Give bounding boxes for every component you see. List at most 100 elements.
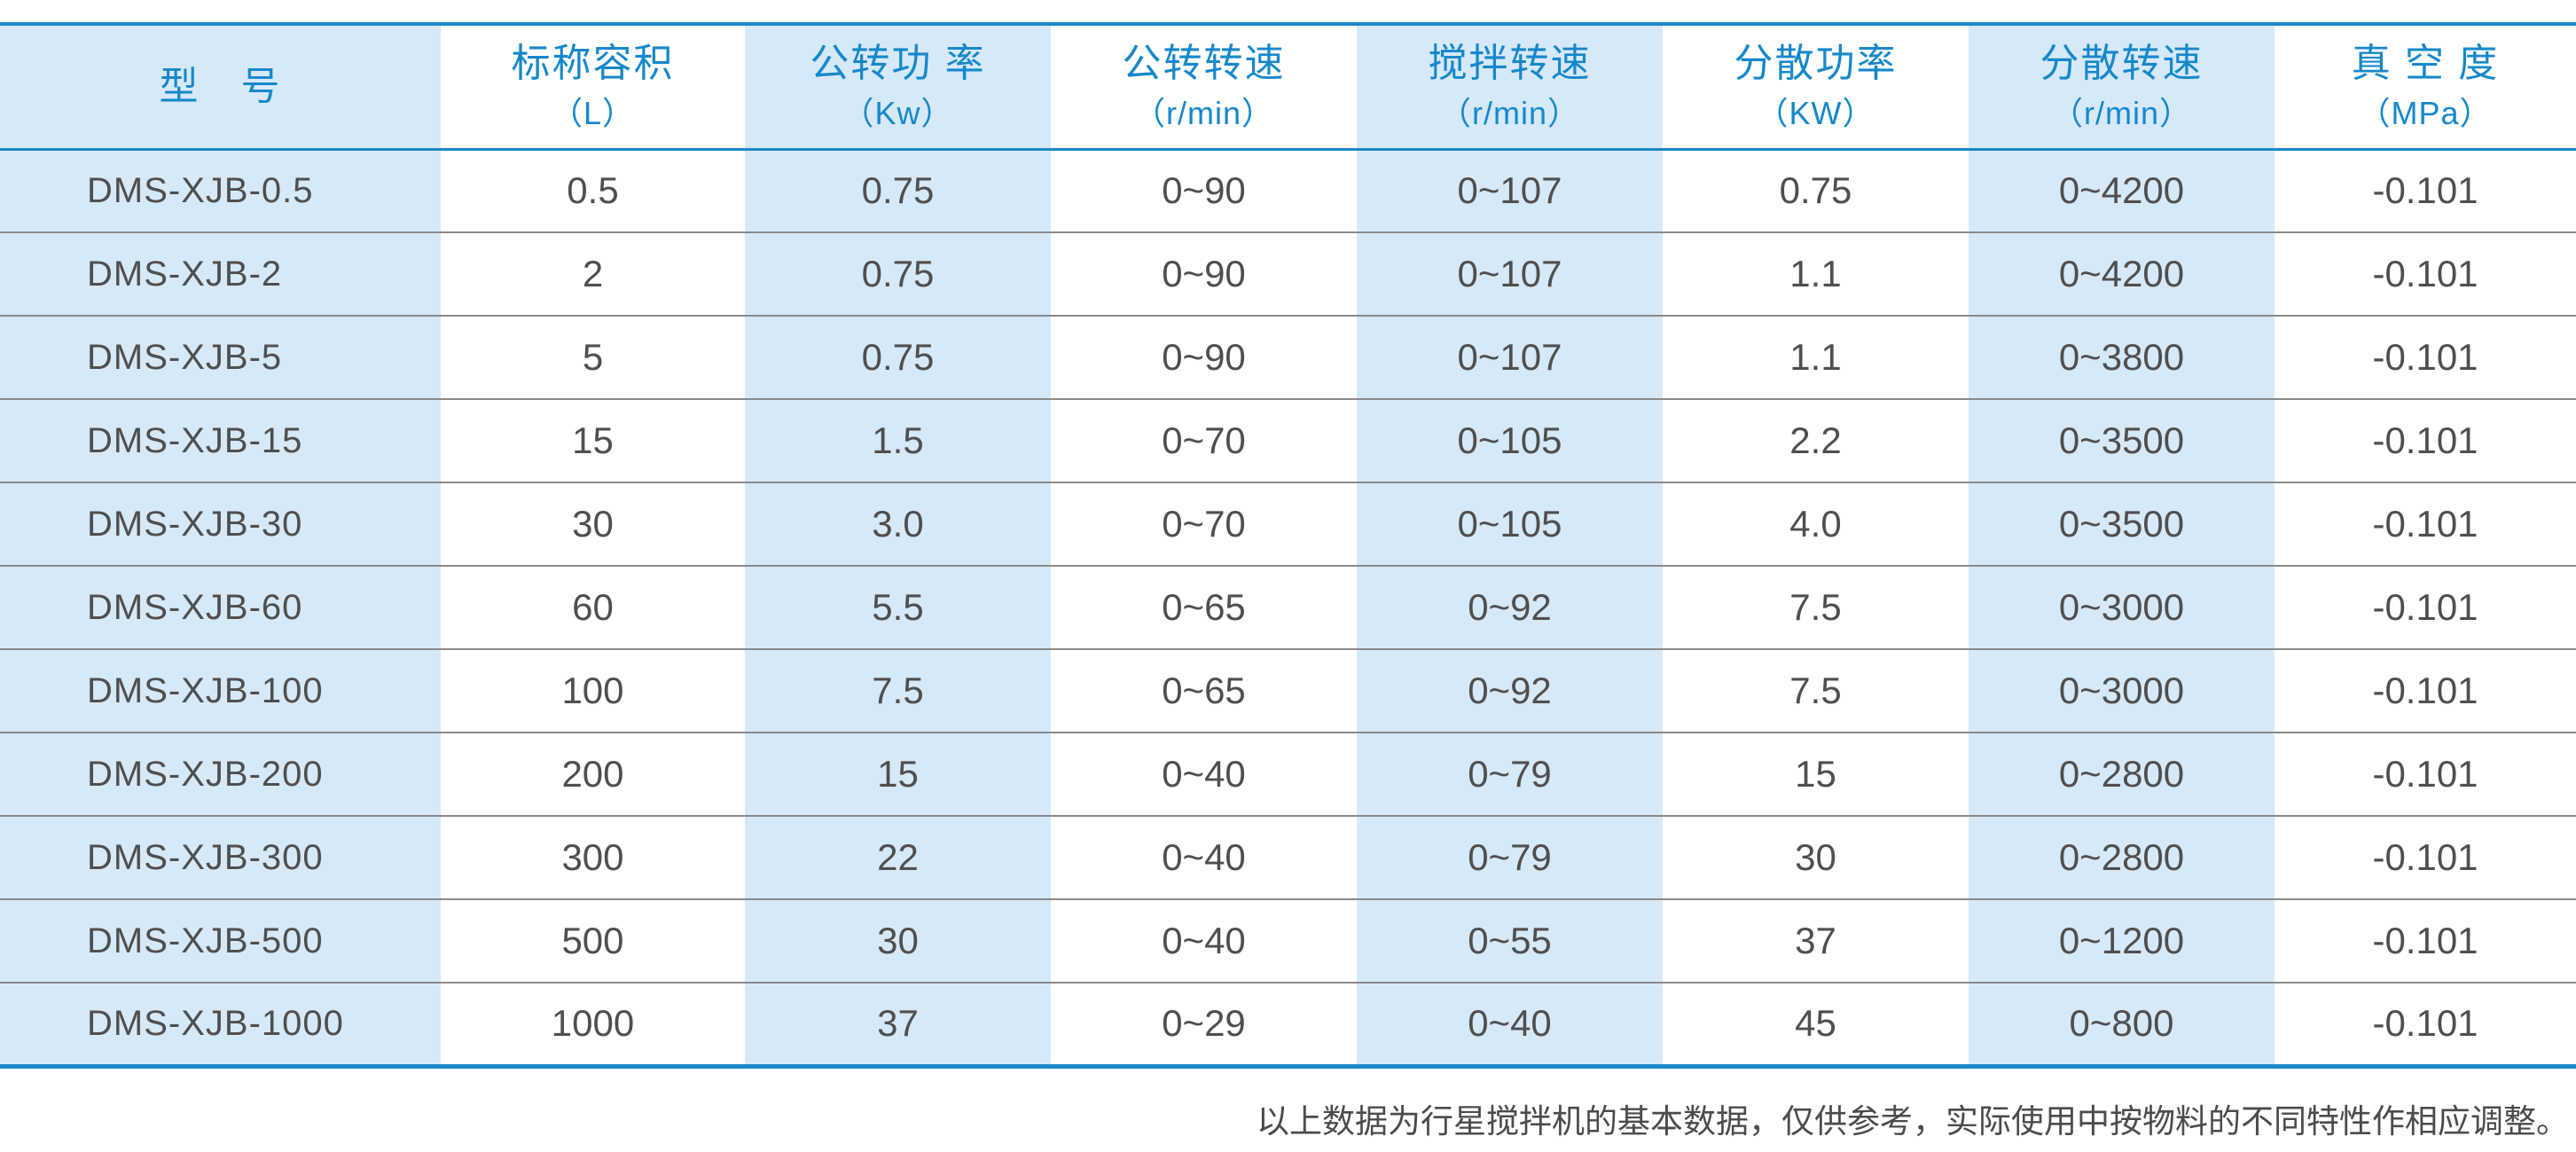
- column-label: 型 号: [159, 64, 282, 108]
- cell-revolution-power: 7.5: [745, 649, 1051, 733]
- cell-revolution-speed: 0~65: [1051, 566, 1357, 649]
- cell-vacuum-degree: -0.101: [2275, 899, 2576, 983]
- column-header-revolution-power: 公转功 率 （Kw）: [745, 24, 1051, 149]
- spec-table: 型 号 标称容积 （L） 公转功 率 （Kw） 公转转速 （r/min） 搅拌转速 （r/min…: [0, 22, 2576, 1069]
- cell-vacuum-degree: -0.101: [2275, 316, 2576, 399]
- cell-model: DMS-XJB-0.5: [0, 149, 441, 232]
- cell-revolution-speed: 0~90: [1051, 316, 1357, 399]
- cell-dispersion-speed: 0~3000: [1969, 566, 2275, 649]
- cell-nominal-volume: 15: [441, 399, 745, 482]
- cell-dispersion-power: 1.1: [1663, 316, 1969, 399]
- cell-revolution-speed: 0~90: [1051, 232, 1357, 316]
- cell-stirring-speed: 0~40: [1357, 983, 1663, 1066]
- column-unit: （MPa）: [2358, 94, 2493, 131]
- cell-dispersion-power: 30: [1663, 816, 1969, 899]
- cell-model: DMS-XJB-5: [0, 316, 441, 399]
- cell-revolution-power: 0.75: [745, 316, 1051, 399]
- cell-vacuum-degree: -0.101: [2275, 983, 2576, 1066]
- cell-stirring-speed: 0~107: [1357, 149, 1663, 232]
- column-label: 真 空 度: [2351, 41, 2500, 85]
- cell-nominal-volume: 500: [441, 899, 745, 983]
- cell-revolution-speed: 0~40: [1051, 816, 1357, 899]
- column-header-vacuum-degree: 真 空 度 （MPa）: [2275, 24, 2576, 149]
- cell-nominal-volume: 200: [441, 733, 745, 816]
- cell-dispersion-speed: 0~2800: [1969, 816, 2275, 899]
- column-header-nominal-volume: 标称容积 （L）: [441, 24, 745, 149]
- column-label: 搅拌转速: [1428, 41, 1592, 85]
- table-row: DMS-XJB-15 15 1.5 0~70 0~105 2.2 0~3500 -0.101: [0, 399, 2576, 482]
- cell-revolution-power: 1.5: [745, 399, 1051, 482]
- cell-stirring-speed: 0~79: [1357, 733, 1663, 816]
- cell-dispersion-power: 15: [1663, 733, 1969, 816]
- column-unit: （r/min）: [1439, 94, 1580, 131]
- cell-dispersion-speed: 0~1200: [1969, 899, 2275, 983]
- cell-revolution-speed: 0~40: [1051, 733, 1357, 816]
- cell-revolution-speed: 0~70: [1051, 482, 1357, 566]
- cell-revolution-power: 3.0: [745, 482, 1051, 566]
- table-row: DMS-XJB-1000 1000 37 0~29 0~40 45 0~800 -0.101: [0, 983, 2576, 1066]
- column-header-stirring-speed: 搅拌转速 （r/min）: [1357, 24, 1663, 149]
- cell-dispersion-speed: 0~3500: [1969, 399, 2275, 482]
- table-row: DMS-XJB-60 60 5.5 0~65 0~92 7.5 0~3000 -0.101: [0, 566, 2576, 649]
- column-unit: （L）: [550, 94, 636, 131]
- cell-model: DMS-XJB-300: [0, 816, 441, 899]
- cell-revolution-power: 30: [745, 899, 1051, 983]
- cell-revolution-power: 22: [745, 816, 1051, 899]
- cell-revolution-speed: 0~65: [1051, 649, 1357, 733]
- cell-stirring-speed: 0~105: [1357, 399, 1663, 482]
- cell-dispersion-power: 45: [1663, 983, 1969, 1066]
- cell-nominal-volume: 5: [441, 316, 745, 399]
- cell-revolution-power: 0.75: [745, 149, 1051, 232]
- cell-dispersion-speed: 0~3800: [1969, 316, 2275, 399]
- column-unit: （r/min）: [1133, 94, 1274, 131]
- cell-model: DMS-XJB-2: [0, 232, 441, 316]
- table-row: DMS-XJB-100 100 7.5 0~65 0~92 7.5 0~3000 -0.101: [0, 649, 2576, 733]
- cell-dispersion-power: 0.75: [1663, 149, 1969, 232]
- cell-dispersion-power: 4.0: [1663, 482, 1969, 566]
- column-label: 分散功率: [1734, 41, 1898, 85]
- cell-vacuum-degree: -0.101: [2275, 482, 2576, 566]
- cell-stirring-speed: 0~92: [1357, 566, 1663, 649]
- cell-revolution-power: 37: [745, 983, 1051, 1066]
- cell-vacuum-degree: -0.101: [2275, 566, 2576, 649]
- cell-dispersion-power: 2.2: [1663, 399, 1969, 482]
- cell-nominal-volume: 30: [441, 482, 745, 566]
- cell-dispersion-speed: 0~2800: [1969, 733, 2275, 816]
- column-label: 标称容积: [511, 41, 675, 85]
- cell-model: DMS-XJB-15: [0, 399, 441, 482]
- cell-stirring-speed: 0~92: [1357, 649, 1663, 733]
- cell-dispersion-power: 7.5: [1663, 649, 1969, 733]
- cell-dispersion-speed: 0~4200: [1969, 232, 2275, 316]
- cell-dispersion-speed: 0~4200: [1969, 149, 2275, 232]
- cell-model: DMS-XJB-200: [0, 733, 441, 816]
- column-unit: （KW）: [1756, 94, 1875, 131]
- table-row: DMS-XJB-5 5 0.75 0~90 0~107 1.1 0~3800 -0.101: [0, 316, 2576, 399]
- cell-revolution-speed: 0~29: [1051, 983, 1357, 1066]
- cell-vacuum-degree: -0.101: [2275, 232, 2576, 316]
- header-row: 型 号 标称容积 （L） 公转功 率 （Kw） 公转转速 （r/min） 搅拌转速 （r/min…: [0, 24, 2576, 149]
- cell-nominal-volume: 2: [441, 232, 745, 316]
- column-label: 分散转速: [2040, 41, 2204, 85]
- cell-dispersion-speed: 0~3500: [1969, 482, 2275, 566]
- cell-model: DMS-XJB-100: [0, 649, 441, 733]
- cell-vacuum-degree: -0.101: [2275, 816, 2576, 899]
- cell-dispersion-power: 37: [1663, 899, 1969, 983]
- table-row: DMS-XJB-0.5 0.5 0.75 0~90 0~107 0.75 0~4200 -0.…: [0, 149, 2576, 232]
- cell-stirring-speed: 0~107: [1357, 316, 1663, 399]
- cell-revolution-power: 0.75: [745, 232, 1051, 316]
- cell-revolution-speed: 0~40: [1051, 899, 1357, 983]
- cell-revolution-power: 15: [745, 733, 1051, 816]
- cell-revolution-speed: 0~90: [1051, 149, 1357, 232]
- table-row: DMS-XJB-200 200 15 0~40 0~79 15 0~2800 -0.101: [0, 733, 2576, 816]
- cell-nominal-volume: 300: [441, 816, 745, 899]
- table-row: DMS-XJB-2 2 0.75 0~90 0~107 1.1 0~4200 -0.101: [0, 232, 2576, 316]
- cell-stirring-speed: 0~107: [1357, 232, 1663, 316]
- column-unit: （Kw）: [842, 94, 954, 131]
- cell-dispersion-power: 1.1: [1663, 232, 1969, 316]
- cell-nominal-volume: 100: [441, 649, 745, 733]
- cell-dispersion-speed: 0~800: [1969, 983, 2275, 1066]
- cell-dispersion-power: 7.5: [1663, 566, 1969, 649]
- cell-revolution-power: 5.5: [745, 566, 1051, 649]
- cell-model: DMS-XJB-30: [0, 482, 441, 566]
